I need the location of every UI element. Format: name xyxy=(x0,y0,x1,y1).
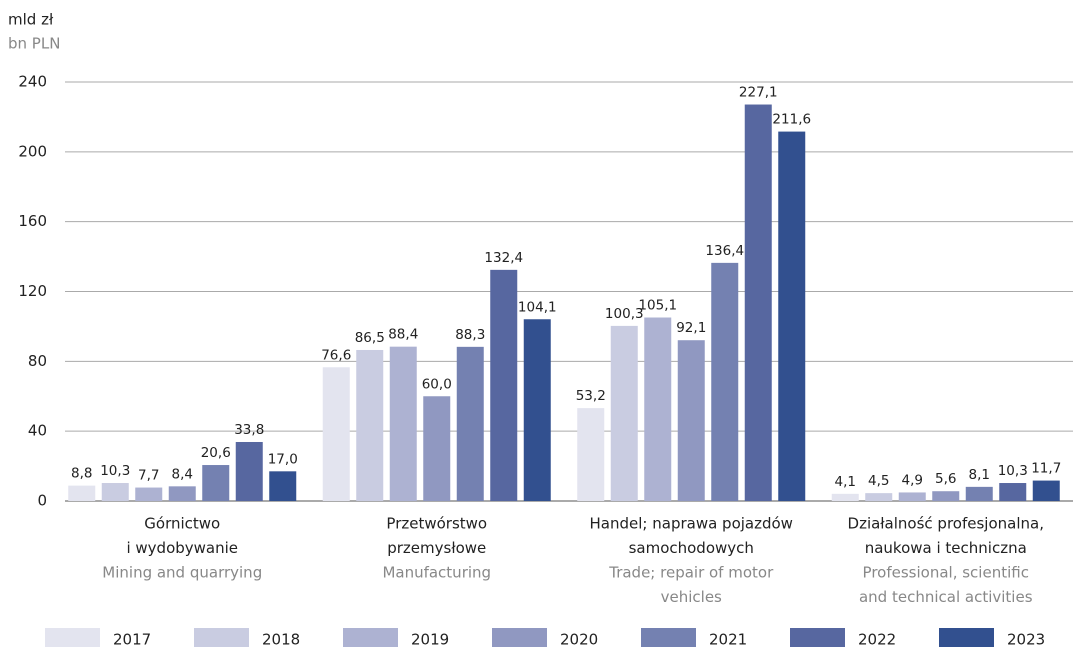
value-label: 10,3 xyxy=(998,463,1028,479)
value-label: 20,6 xyxy=(201,445,231,461)
bar xyxy=(932,491,960,501)
value-label: 136,4 xyxy=(705,243,744,259)
bar xyxy=(490,269,518,501)
value-label: 8,1 xyxy=(969,467,990,483)
bar xyxy=(610,325,638,501)
bar xyxy=(101,483,129,501)
value-label: 4,5 xyxy=(868,473,889,489)
y-axis-label: mld zł xyxy=(8,11,54,29)
value-label: 88,4 xyxy=(388,327,418,343)
bar xyxy=(677,340,705,501)
bar xyxy=(235,441,263,501)
value-label: 4,9 xyxy=(902,472,923,488)
legend-label: 2021 xyxy=(709,631,747,649)
legend-swatch xyxy=(194,628,249,647)
legend-swatch xyxy=(343,628,398,647)
value-label: 60,0 xyxy=(422,376,452,392)
x-tick-label-en: Professional, scientific xyxy=(863,564,1029,582)
value-label: 11,7 xyxy=(1031,461,1061,477)
x-tick-label: samochodowych xyxy=(629,539,754,557)
bar xyxy=(423,396,451,501)
legend-label: 2019 xyxy=(411,631,449,649)
bar xyxy=(356,349,384,501)
legend-swatch xyxy=(939,628,994,647)
y-tick-label: 120 xyxy=(18,282,47,300)
x-tick-label: Handel; naprawa pojazdów xyxy=(590,515,793,533)
legend-swatch xyxy=(790,628,845,647)
y-tick-label: 0 xyxy=(37,492,47,510)
x-tick-label: Działalność profesjonalna, xyxy=(848,515,1044,533)
bar xyxy=(135,487,163,501)
bar xyxy=(831,493,859,501)
value-label: 92,1 xyxy=(676,320,706,336)
bar xyxy=(999,483,1027,501)
value-label: 7,7 xyxy=(138,468,159,484)
value-label: 100,3 xyxy=(605,306,644,322)
bar xyxy=(577,408,605,501)
bar xyxy=(202,465,230,501)
x-tick-label-en: Trade; repair of motor xyxy=(608,564,774,582)
value-label: 105,1 xyxy=(638,298,677,314)
x-tick-label: Górnictwo xyxy=(144,515,220,533)
legend-label: 2023 xyxy=(1007,631,1045,649)
value-label: 227,1 xyxy=(739,85,778,101)
y-tick-label: 200 xyxy=(18,142,47,160)
y-tick-label: 160 xyxy=(18,212,47,230)
bar xyxy=(778,131,806,501)
x-tick-label-en: vehicles xyxy=(661,588,722,606)
legend-swatch xyxy=(492,628,547,647)
bar xyxy=(269,471,297,501)
bar xyxy=(322,367,350,501)
legend-swatch xyxy=(641,628,696,647)
bar xyxy=(865,493,893,501)
value-label: 5,6 xyxy=(935,471,956,487)
value-label: 76,6 xyxy=(321,347,351,363)
x-tick-label: Przetwórstwo xyxy=(386,515,487,533)
bar xyxy=(644,317,672,501)
value-label: 33,8 xyxy=(234,422,264,438)
x-tick-label-en: Mining and quarrying xyxy=(102,564,262,582)
value-label: 88,3 xyxy=(455,327,485,343)
y-tick-label: 240 xyxy=(18,73,47,91)
value-label: 10,3 xyxy=(100,463,130,479)
x-tick-label: i wydobywanie xyxy=(126,539,238,557)
y-axis-label-en: bn PLN xyxy=(8,35,60,53)
bar xyxy=(898,492,926,501)
value-label: 8,4 xyxy=(172,466,193,482)
value-label: 17,0 xyxy=(268,451,298,467)
y-tick-label: 80 xyxy=(28,352,47,370)
x-tick-label-en: and technical activities xyxy=(859,588,1033,606)
value-label: 53,2 xyxy=(576,388,606,404)
value-label: 104,1 xyxy=(518,299,557,315)
bar xyxy=(744,104,772,502)
bar xyxy=(389,346,417,501)
bar xyxy=(711,262,739,501)
value-label: 132,4 xyxy=(484,250,523,266)
x-tick-label: przemysłowe xyxy=(387,539,486,557)
bar xyxy=(68,485,96,501)
x-tick-label-en: Manufacturing xyxy=(382,564,491,582)
legend-label: 2018 xyxy=(262,631,300,649)
value-label: 86,5 xyxy=(355,330,385,346)
legend-label: 2017 xyxy=(113,631,151,649)
y-tick-label: 40 xyxy=(28,422,47,440)
bar xyxy=(456,346,484,501)
legend-label: 2022 xyxy=(858,631,896,649)
legend-label: 2020 xyxy=(560,631,598,649)
value-label: 4,1 xyxy=(835,474,856,490)
bar xyxy=(168,486,196,501)
value-label: 8,8 xyxy=(71,466,92,482)
bar xyxy=(965,486,993,501)
bar xyxy=(523,319,551,501)
value-label: 211,6 xyxy=(772,112,811,128)
legend-swatch xyxy=(45,628,100,647)
x-tick-label: naukowa i techniczna xyxy=(865,539,1027,557)
bar xyxy=(1032,480,1060,501)
